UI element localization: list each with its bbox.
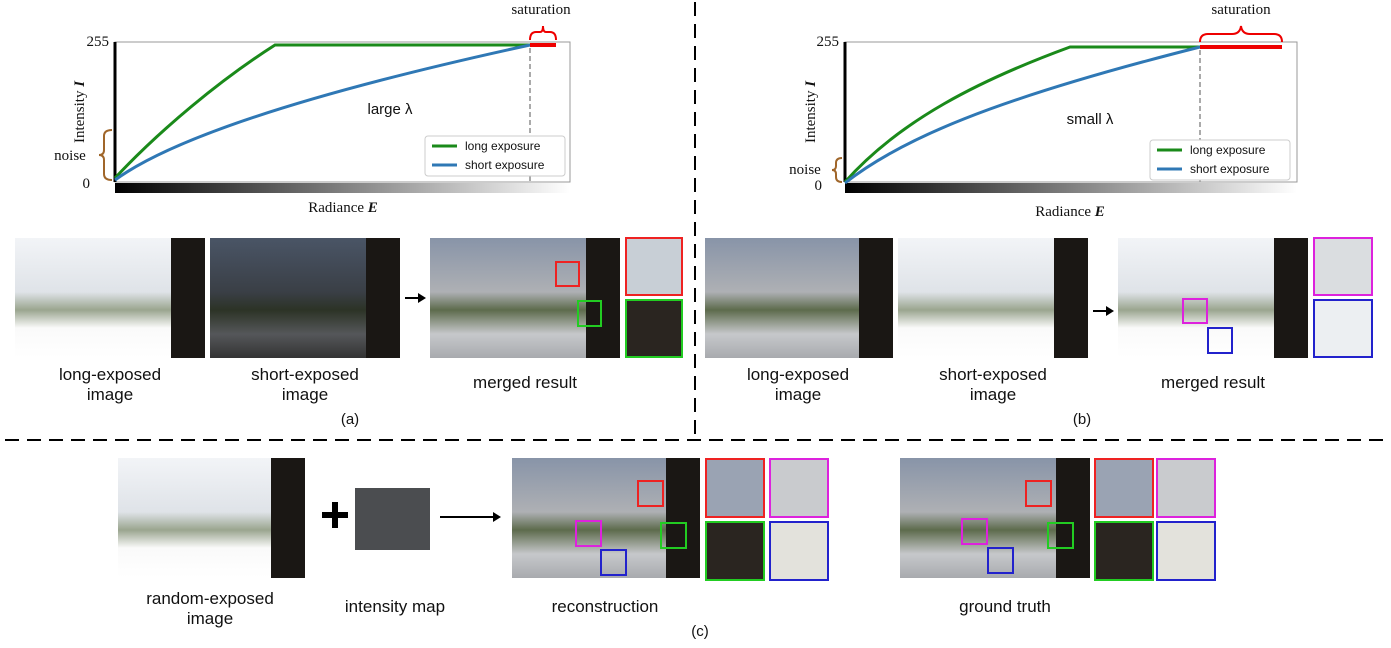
caption: long-exposed (59, 365, 161, 384)
radiance-bar (115, 183, 570, 193)
zoom-crop (1095, 459, 1153, 517)
brace (99, 130, 112, 180)
brace (1200, 26, 1282, 42)
pillar (1274, 238, 1308, 358)
caption: image (970, 385, 1016, 404)
x-axis-label: Radiance E (308, 200, 378, 216)
caption: random-exposed (146, 589, 274, 608)
caption: reconstruction (552, 597, 659, 616)
annotation: noise (54, 148, 86, 164)
intensity-map (355, 488, 430, 550)
caption: short-exposed (251, 365, 359, 384)
zoom-crop (1314, 300, 1372, 357)
legend-label: short exposure (1190, 162, 1270, 176)
plot-a: 255 0 Intensity I Radiance E saturation … (54, 2, 571, 216)
annotation: large λ (367, 101, 413, 118)
arrow-head (493, 512, 501, 522)
panel-label: (a) (341, 411, 359, 428)
zoom-crop (706, 459, 764, 517)
annotation: saturation (1211, 2, 1271, 18)
brace (530, 26, 556, 40)
legend-label: long exposure (465, 139, 541, 153)
caption: image (187, 609, 233, 628)
zoom-crop (1157, 459, 1215, 517)
figure: 255 0 Intensity I Radiance E saturation … (0, 0, 1391, 648)
annotation: saturation (511, 2, 571, 18)
panel-label: (b) (1073, 411, 1091, 428)
plus (322, 502, 348, 528)
zoom-crop (770, 459, 828, 517)
y-axis-label: Intensity I (72, 80, 88, 143)
zoom-crop (1157, 522, 1215, 580)
arrow-head (1106, 306, 1114, 316)
legend-label: short exposure (465, 158, 545, 172)
caption: intensity map (345, 597, 445, 616)
radiance-bar (845, 183, 1297, 193)
photos-b: long-exposed image short-exposed image m… (705, 238, 1372, 428)
short-curve (845, 47, 1200, 183)
page: {"panels": [ {"plot": {"y_label": "Inten… (0, 0, 1391, 648)
annotation: small λ (1067, 111, 1114, 128)
caption: short-exposed (939, 365, 1047, 384)
zoom-crop (1314, 238, 1372, 295)
pillar (366, 238, 400, 358)
zoom-crop (1095, 522, 1153, 580)
plot-b: 255 0 Intensity I Radiance E saturation … (789, 2, 1297, 220)
pillar (171, 238, 205, 358)
caption: merged result (1161, 373, 1265, 392)
y-tick-label: 255 (817, 34, 840, 50)
zoom-crop (626, 238, 682, 295)
caption: ground truth (959, 597, 1051, 616)
photos-a: long-exposed image short-exposed image m… (15, 238, 682, 428)
y-tick-label: 0 (815, 178, 823, 194)
caption: merged result (473, 373, 577, 392)
zoom-crop (706, 522, 764, 580)
pillar (666, 458, 700, 578)
pillar (271, 458, 305, 578)
caption: image (87, 385, 133, 404)
caption: long-exposed (747, 365, 849, 384)
y-axis-label: Intensity I (803, 80, 819, 143)
x-axis-label: Radiance E (1035, 204, 1105, 220)
pillar (586, 238, 620, 358)
y-tick-label: 0 (83, 176, 91, 192)
arrow-head (418, 293, 426, 303)
long-curve (845, 47, 1200, 182)
zoom-crop (626, 300, 682, 357)
panel-c: random-exposed image intensity map recon… (118, 458, 1215, 640)
y-tick-label: 255 (87, 34, 110, 50)
legend-label: long exposure (1190, 143, 1266, 157)
brace (832, 158, 842, 182)
pillar (1054, 238, 1088, 358)
caption: image (282, 385, 328, 404)
pillar (1056, 458, 1090, 578)
annotation: noise (789, 162, 821, 178)
pillar (859, 238, 893, 358)
panel-label: (c) (691, 623, 709, 640)
zoom-crop (770, 522, 828, 580)
caption: image (775, 385, 821, 404)
